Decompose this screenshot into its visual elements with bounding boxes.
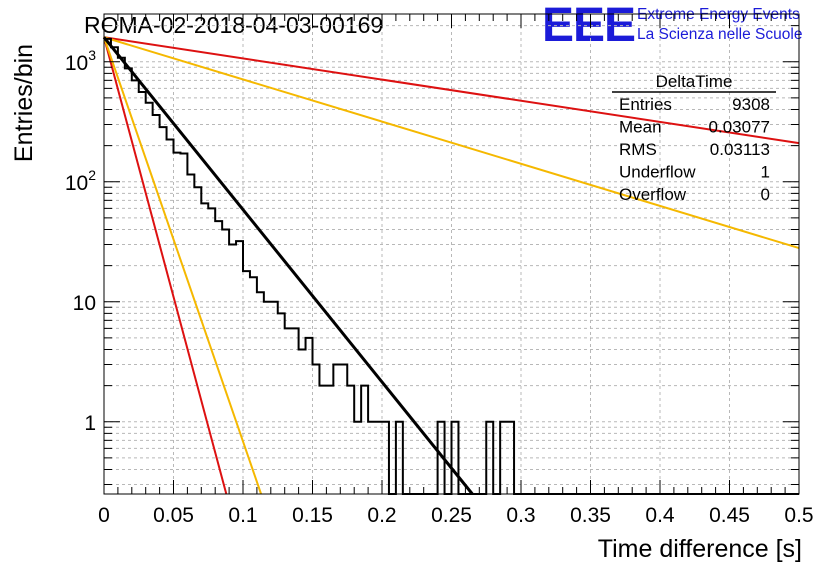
x-tick-label: 0.45	[709, 504, 750, 527]
x-axis-title: Time difference [s]	[598, 535, 802, 563]
stats-value-rms: 0.03113	[710, 140, 770, 159]
x-tick-label: 0.35	[570, 504, 611, 527]
y-tick-label-exponent: 3	[88, 47, 96, 63]
x-tick-label: 0.3	[506, 504, 535, 527]
reference-curves	[103, 36, 800, 495]
x-tick-label: 0.2	[367, 504, 396, 527]
series-yellow-lower-bound	[103, 36, 263, 495]
y-tick-label: 10	[73, 292, 96, 315]
y-tick-label-base: 10	[65, 52, 88, 75]
stats-label-rms: RMS	[619, 140, 657, 159]
stats-label-overflow: Overflow	[619, 185, 687, 204]
logo-line-2: La Scienza nelle Scuole	[637, 26, 802, 43]
x-tick-label: 0.05	[153, 504, 194, 527]
x-tick-label: 0.1	[228, 504, 257, 527]
x-tick-label: 0	[98, 504, 110, 527]
stats-value-mean: 0.03077	[709, 118, 770, 137]
y-tick-label: 1	[84, 412, 96, 435]
x-tick-label: 0.4	[645, 504, 675, 527]
series-exponential-fit	[102, 36, 474, 495]
tick-labels: 0 0.05 0.1 0.15 0.2 0.25 0.3 0.35 0.4 0.45 0.51101…	[65, 47, 814, 527]
x-tick-label: 0.25	[431, 504, 472, 527]
stats-value-overflow: 0	[761, 185, 770, 204]
axis-ticks	[103, 14, 800, 494]
chart-title: ROMA-02-2018-04-03-00169	[84, 12, 383, 38]
y-tick-label: 103	[65, 47, 96, 75]
x-tick-label: 0.15	[292, 504, 333, 527]
series-red-lower-bound	[103, 36, 228, 495]
stats-rows: Entries 9308 Mean 0.03077 RMS 0.03113 Underflo…	[619, 95, 770, 204]
stats-box: DeltaTime Entries 9308 Mean 0.03077 RMS 0.031…	[612, 72, 776, 204]
stats-label-underflow: Underflow	[619, 163, 696, 182]
y-tick-label-base: 10	[65, 172, 88, 195]
stats-label-entries: Entries	[619, 95, 672, 114]
y-axis-title: Entries/bin	[10, 44, 38, 162]
series-red-upper-bound	[103, 36, 800, 145]
stats-box-title: DeltaTime	[656, 72, 733, 91]
stats-label-mean: Mean	[619, 118, 662, 137]
x-tick-label: 0.5	[784, 504, 813, 527]
stats-value-underflow: 1	[761, 163, 770, 182]
series-yellow-upper-bound	[103, 36, 800, 250]
y-tick-label: 102	[65, 167, 96, 195]
stats-value-entries: 9308	[732, 95, 770, 114]
fit-curve-layer	[102, 36, 474, 495]
y-tick-label-exponent: 2	[88, 167, 96, 183]
